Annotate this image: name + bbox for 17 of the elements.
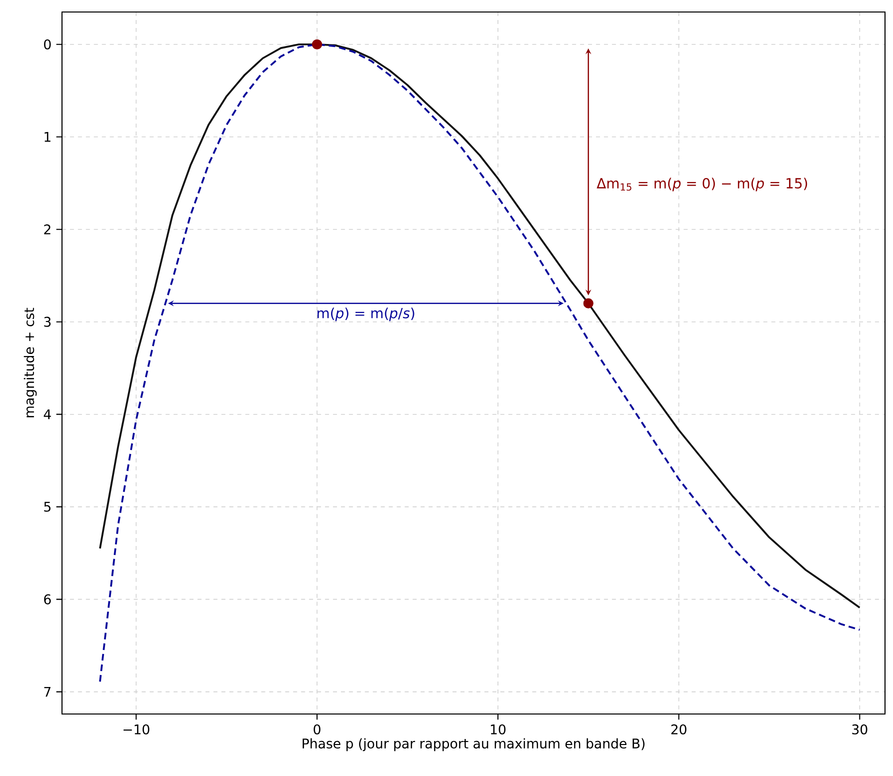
y-tick-label: 2	[44, 224, 50, 234]
annotation: m(p) = m(p/s)	[318, 308, 414, 322]
x-tick-label: 20	[671, 724, 686, 734]
y-tick-label: 5	[44, 502, 50, 512]
y-tick-label: 7	[44, 686, 50, 697]
x-axis-title: Phase p (jour par rapport au maximum en bande B)	[302, 738, 645, 752]
y-tick-label: 3	[44, 316, 51, 327]
y-tick-label: 0	[44, 39, 51, 50]
annotation: Δm$_{15}$ = m(p = 0) − m(p = 15)	[596, 178, 808, 192]
x-tick-label: 0	[314, 724, 320, 734]
x-tick-label: 10	[490, 724, 506, 734]
x-tick-label: −10	[124, 724, 150, 734]
y-tick-label: 4	[44, 409, 51, 420]
y-tick-label: 1	[44, 132, 50, 142]
x-tick-label: 30	[852, 724, 868, 734]
y-tick-label: 6	[44, 594, 51, 604]
y-axis-title: magnitude + cst	[24, 308, 37, 418]
